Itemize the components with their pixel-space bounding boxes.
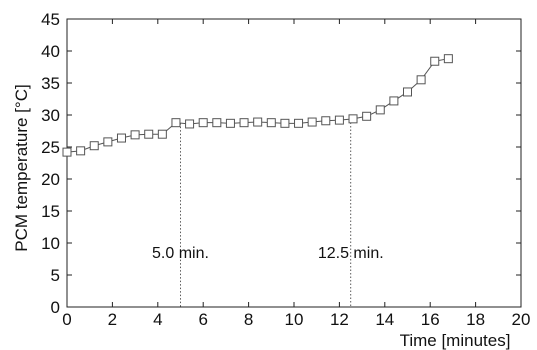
- y-tick-label: 40: [41, 42, 60, 61]
- annotation-label: 5.0 min.: [152, 245, 209, 262]
- data-point: [253, 117, 263, 127]
- data-point: [89, 141, 99, 151]
- x-tick-label: 18: [466, 310, 485, 329]
- y-axis-label: PCM temperature [°C]: [12, 84, 31, 251]
- series: [62, 54, 453, 157]
- y-tick-label: 30: [41, 106, 60, 125]
- annotations: 5.0 min. 12.5 min.: [152, 119, 384, 307]
- x-tick-label: 2: [108, 310, 117, 329]
- x-tick-label: 16: [421, 310, 440, 329]
- data-point: [116, 133, 126, 143]
- y-tick-label: 45: [41, 10, 60, 29]
- x-tick-label: 6: [198, 310, 207, 329]
- y-tick-label: 20: [41, 170, 60, 189]
- x-tick-label: 14: [375, 310, 394, 329]
- data-point: [307, 117, 317, 127]
- data-point: [266, 118, 276, 128]
- axis-ticks: 0 2 4 6 8 10 12 14 16 18 20 0 5 10 15 20 25 30 35 40 45: [41, 10, 530, 329]
- data-point: [225, 118, 235, 128]
- y-tick-label: 15: [41, 202, 60, 221]
- data-point: [76, 146, 86, 156]
- data-point: [389, 96, 399, 106]
- data-point: [239, 118, 249, 128]
- y-tick-label: 0: [51, 298, 60, 317]
- data-point: [403, 87, 412, 97]
- data-point: [280, 118, 290, 128]
- y-tick-label: 35: [41, 74, 60, 93]
- data-point: [443, 54, 453, 64]
- data-point: [144, 129, 154, 139]
- y-tick-label: 25: [41, 138, 60, 157]
- y-tick-label: 5: [51, 266, 60, 285]
- plot-frame: [66, 18, 522, 308]
- data-point: [321, 116, 331, 126]
- x-tick-label: 4: [153, 310, 162, 329]
- x-tick-label: 10: [285, 310, 304, 329]
- x-tick-label: 12: [330, 310, 349, 329]
- data-point: [62, 147, 72, 157]
- data-point: [334, 115, 344, 125]
- data-point: [375, 105, 385, 115]
- data-point: [103, 137, 113, 147]
- data-point: [130, 130, 140, 140]
- x-tick-label: 0: [62, 310, 71, 329]
- data-point: [198, 118, 208, 128]
- data-point: [171, 118, 181, 128]
- data-point: [416, 75, 426, 85]
- data-point: [212, 118, 222, 128]
- x-tick-label: 8: [244, 310, 253, 329]
- data-point: [294, 118, 304, 128]
- x-axis-label: Time [minutes]: [400, 331, 511, 350]
- data-point: [362, 111, 372, 121]
- data-point: [185, 119, 195, 129]
- y-tick-label: 10: [41, 234, 60, 253]
- x-tick-label: 20: [512, 310, 531, 329]
- data-point: [430, 56, 440, 66]
- data-point: [157, 129, 167, 139]
- annotation-label: 12.5 min.: [318, 245, 384, 262]
- data-point: [348, 114, 358, 124]
